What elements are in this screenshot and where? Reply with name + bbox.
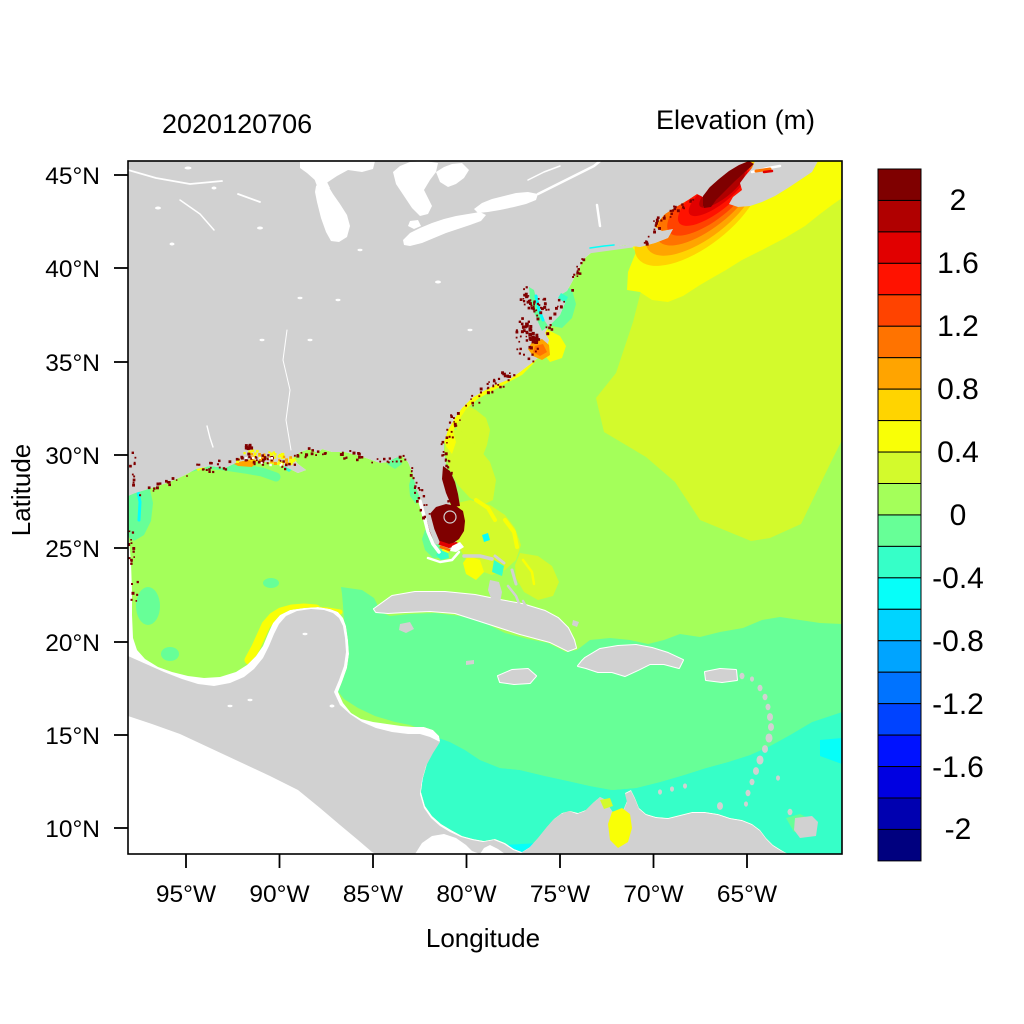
- svg-text:40°N: 40°N: [45, 256, 100, 283]
- svg-text:0.8: 0.8: [937, 373, 979, 406]
- svg-text:90°W: 90°W: [249, 881, 310, 908]
- svg-text:2020120706: 2020120706: [162, 109, 312, 139]
- svg-text:75°W: 75°W: [530, 881, 591, 908]
- svg-text:-1.6: -1.6: [932, 751, 984, 784]
- svg-text:25°N: 25°N: [45, 536, 100, 563]
- svg-text:30°N: 30°N: [45, 443, 100, 470]
- svg-text:45°N: 45°N: [45, 163, 100, 190]
- svg-text:35°N: 35°N: [45, 350, 100, 377]
- svg-text:-0.8: -0.8: [932, 625, 984, 658]
- svg-text:Longitude: Longitude: [426, 923, 540, 953]
- svg-text:2: 2: [950, 184, 967, 217]
- svg-text:95°W: 95°W: [156, 881, 217, 908]
- svg-text:65°W: 65°W: [717, 881, 778, 908]
- svg-text:0: 0: [950, 499, 967, 532]
- svg-text:70°W: 70°W: [623, 881, 684, 908]
- svg-text:85°W: 85°W: [343, 881, 404, 908]
- svg-text:-0.4: -0.4: [932, 562, 984, 595]
- svg-text:15°N: 15°N: [45, 723, 100, 750]
- svg-text:0.4: 0.4: [937, 436, 979, 469]
- svg-text:Latitude: Latitude: [6, 444, 36, 537]
- svg-text:-2: -2: [945, 813, 972, 846]
- svg-text:1.6: 1.6: [937, 247, 979, 280]
- svg-text:1.2: 1.2: [937, 310, 979, 343]
- svg-text:Elevation (m): Elevation (m): [656, 105, 815, 135]
- svg-text:-1.2: -1.2: [932, 688, 984, 721]
- svg-text:80°W: 80°W: [436, 881, 497, 908]
- svg-text:20°N: 20°N: [45, 630, 100, 657]
- svg-text:10°N: 10°N: [45, 816, 100, 843]
